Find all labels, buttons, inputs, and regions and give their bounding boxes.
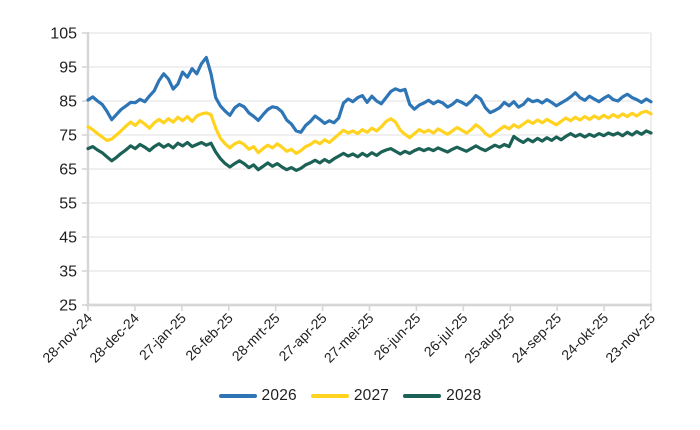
x-tick-label: 26-feb-25 bbox=[182, 310, 236, 364]
x-tick-label: 25-aug-25 bbox=[461, 310, 518, 367]
x-tick-label: 27-mei-25 bbox=[321, 310, 377, 366]
x-tick-label: 28-dec-24 bbox=[86, 310, 142, 366]
legend-label-2026: 2026 bbox=[261, 387, 297, 404]
legend-line-swatch-2027 bbox=[310, 394, 349, 398]
legend-line-swatch-2026 bbox=[218, 394, 257, 398]
x-tick-label: 28-mrt-25 bbox=[229, 310, 283, 364]
legend-item-2027[interactable]: 2027 bbox=[310, 387, 390, 405]
x-tick-label: 27-jan-25 bbox=[136, 310, 189, 363]
x-tick-label: 23-nov-25 bbox=[602, 310, 658, 366]
legend-line-swatch-2028 bbox=[403, 394, 442, 398]
legend-label-2027: 2027 bbox=[353, 387, 390, 404]
series-line-2026 bbox=[86, 55, 653, 134]
y-tick-label: 85 bbox=[59, 94, 77, 111]
y-tick-label: 35 bbox=[59, 264, 77, 281]
y-tick-label: 25 bbox=[59, 298, 77, 315]
series-line-2027 bbox=[86, 109, 653, 155]
y-tick-label: 65 bbox=[59, 162, 77, 179]
legend-label-2028: 2028 bbox=[446, 387, 482, 404]
x-tick-label: 24-sep-25 bbox=[508, 310, 564, 366]
legend-item-2028[interactable]: 2028 bbox=[403, 387, 481, 405]
chart-legend: 2026 2027 2028 bbox=[0, 387, 700, 405]
y-tick-label: 105 bbox=[50, 26, 77, 43]
y-tick-label: 75 bbox=[59, 128, 77, 145]
y-tick-label: 45 bbox=[59, 230, 77, 247]
y-tick-label: 95 bbox=[59, 60, 77, 77]
x-tick-label: 28-nov-24 bbox=[39, 310, 95, 366]
x-tick-label: 26-jun-25 bbox=[370, 310, 423, 363]
y-tick-label: 55 bbox=[59, 196, 77, 213]
series-line-2028 bbox=[86, 129, 653, 172]
legend-item-2026[interactable]: 2026 bbox=[218, 387, 297, 405]
